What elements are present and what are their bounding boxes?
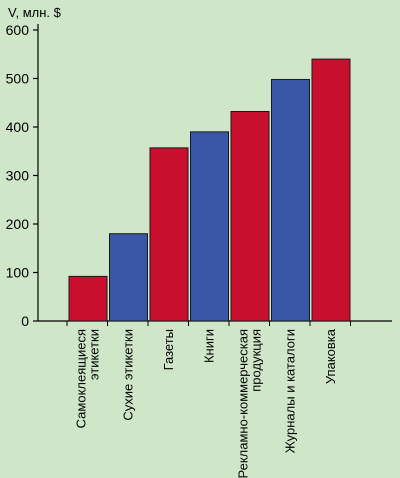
x-category-label-line: Книги [202,329,217,363]
x-category-label: Газеты [161,329,176,370]
bar-1 [68,275,108,322]
x-category-label: Упаковка [323,328,338,384]
y-tick-label: 100 [6,265,30,281]
y-tick-label: 600 [6,22,30,38]
y-tick-label: 200 [6,216,30,232]
x-category-label: Книги [202,329,217,363]
bar-3 [149,147,189,322]
bar-6 [271,78,310,322]
x-category-label-line: Упаковка [323,328,338,384]
bars [68,58,351,322]
y-tick-label: 400 [6,119,30,135]
x-category-label: Сухие этикетки [121,329,136,421]
y-tick-label: 0 [21,313,29,329]
x-category-label-line: этикетки [87,329,102,380]
bar-5 [230,110,270,322]
bar-2 [109,233,148,322]
x-category-label-line: Газеты [161,329,176,370]
x-category-label-line: продукция [249,329,264,392]
y-ticks: 0 100 200 300 400 500 600 [6,22,38,329]
x-category-label-line: Рекламно-коммерческая [236,329,251,478]
y-tick-label: 500 [6,71,30,87]
x-category-label-line: Журналы и каталоги [283,329,298,453]
y-tick-label: 300 [6,168,30,184]
y-axis-label: V, млн. $ [8,5,62,20]
x-category-label-line: Сухие этикетки [121,329,136,421]
bar-7 [311,58,351,322]
x-category-label-line: Самоклеящиеся [74,329,89,428]
x-category-label: Журналы и каталоги [283,329,298,453]
bar-4 [190,131,229,322]
